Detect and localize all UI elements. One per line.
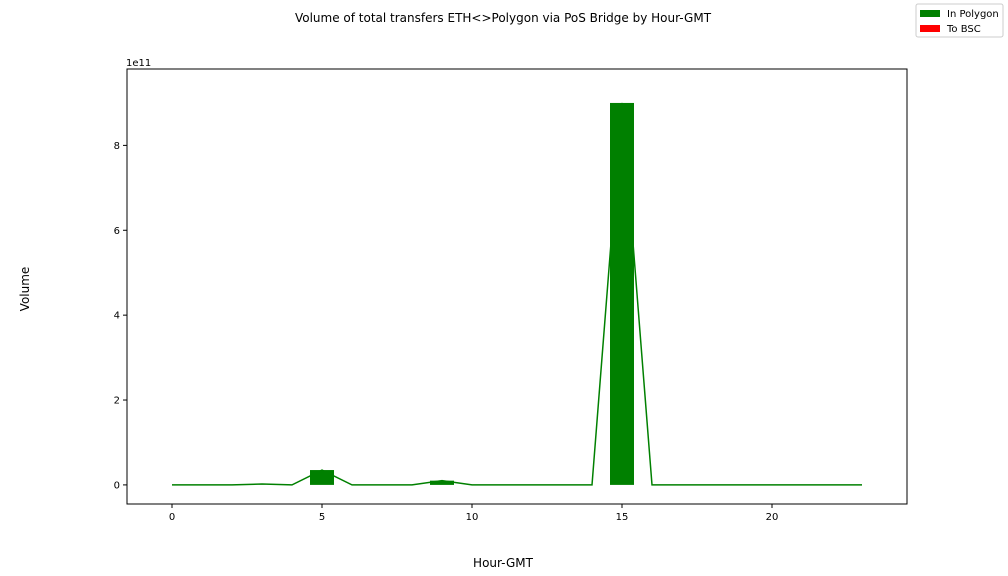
- y-tick-label: 2: [114, 396, 120, 407]
- y-tick-label: 4: [114, 311, 120, 322]
- legend: In Polygon To BSC: [915, 3, 1004, 38]
- x-axis: 0 5 10 15 20: [169, 504, 779, 523]
- y-tick-label: 0: [114, 480, 120, 491]
- y-axis-label: Volume: [18, 267, 32, 312]
- plot-area: [172, 102, 862, 486]
- bar-hour-15: [610, 102, 634, 485]
- legend-label-to-bsc: To BSC: [946, 24, 981, 35]
- plot-frame: [126, 68, 908, 505]
- legend-label-in-polygon: In Polygon: [947, 9, 999, 20]
- y-offset-text: 1e11: [126, 58, 151, 69]
- x-tick-label: 10: [466, 512, 479, 523]
- y-tick-label: 8: [114, 141, 120, 152]
- bar-hour-9: [430, 480, 454, 485]
- x-tick-label: 0: [169, 512, 175, 523]
- y-tick-label: 6: [114, 226, 120, 237]
- y-axis: 0 2 4 6 8: [114, 141, 127, 491]
- legend-swatch-to-bsc: [920, 25, 940, 32]
- x-tick-label: 20: [766, 512, 779, 523]
- line-series: [172, 102, 862, 486]
- bar-hour-5: [310, 470, 334, 485]
- x-tick-label: 5: [319, 512, 325, 523]
- legend-swatch-in-polygon: [920, 10, 940, 17]
- x-tick-label: 15: [616, 512, 629, 523]
- x-axis-label: Hour-GMT: [473, 556, 534, 570]
- chart-title: Volume of total transfers ETH<>Polygon v…: [295, 11, 712, 25]
